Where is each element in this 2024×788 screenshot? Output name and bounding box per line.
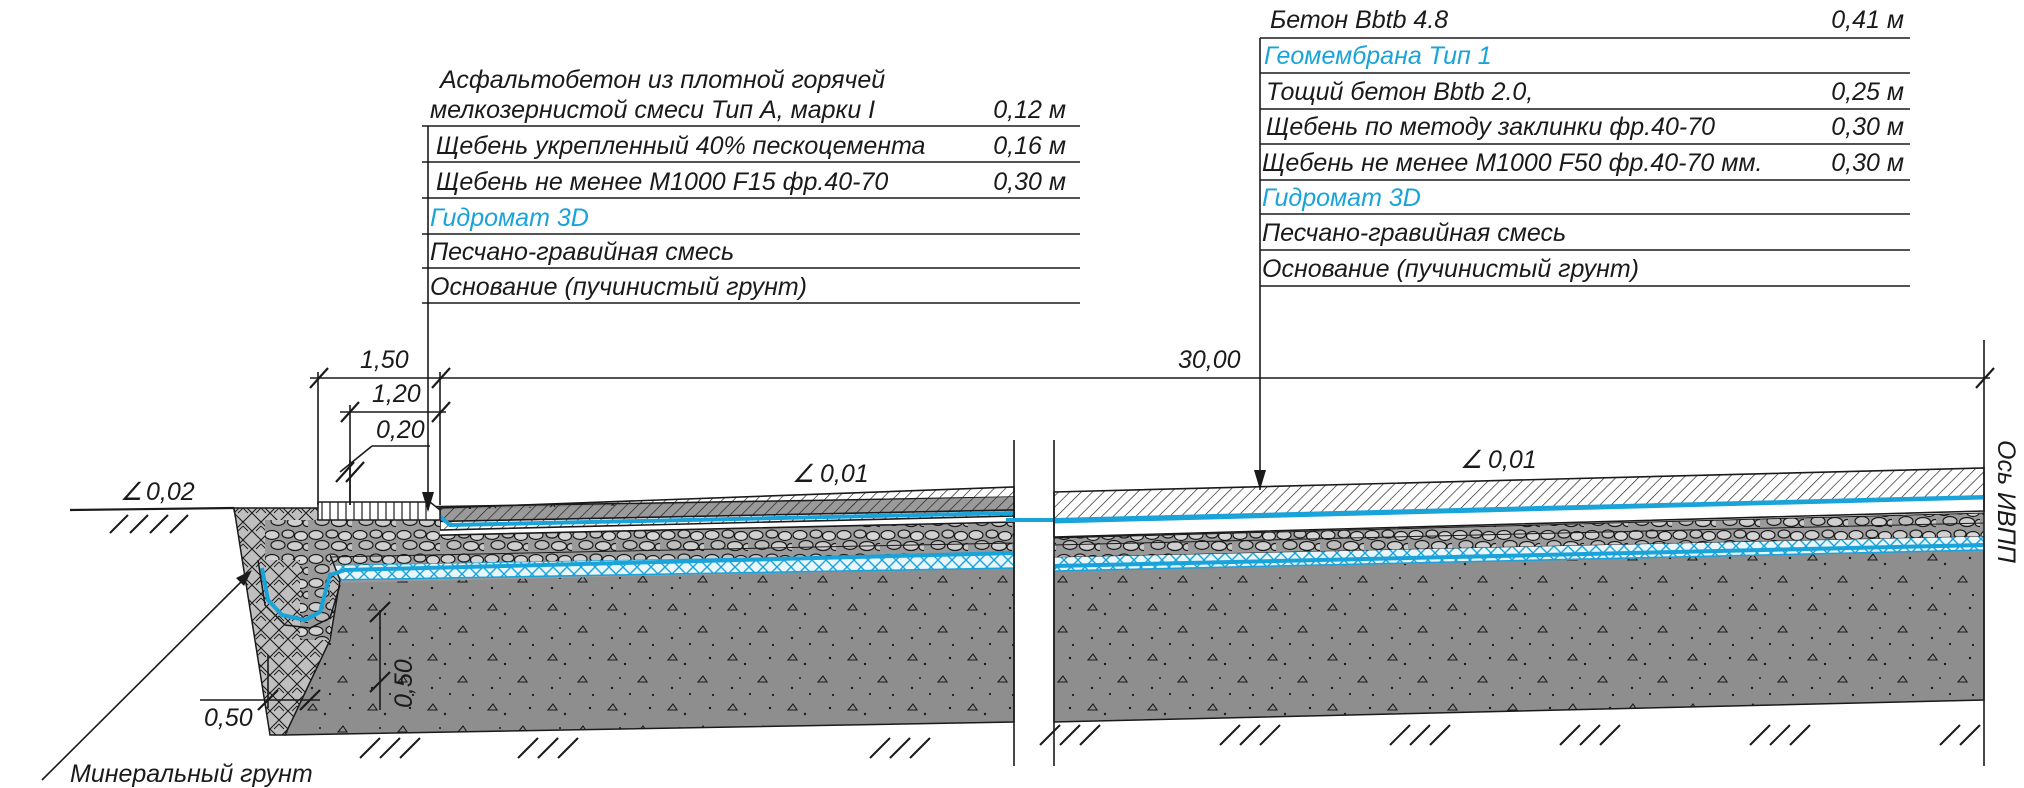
left-shoulder-stone xyxy=(265,520,440,640)
ground-ticks-left-bottom xyxy=(359,737,931,759)
left-pavement-section xyxy=(69,440,1015,766)
right-layer-6-name: Гидромат 3D xyxy=(1262,184,1421,212)
left-curb xyxy=(317,501,441,521)
right-geomembrane-top xyxy=(1053,496,1985,524)
left-ditch-gidromat xyxy=(260,551,1015,623)
dim-label-30-00: 30,00 xyxy=(1178,346,1241,374)
right-layer-1-thickness: 0,41 м xyxy=(1831,6,1904,34)
dim-label-0-50-v: 0,50 xyxy=(390,659,418,708)
right-layer-1-name: Бетон Bbtb 4.8 xyxy=(1270,6,1448,34)
dim-label-0-20: 0,20 xyxy=(376,416,425,444)
dim-tick-10 xyxy=(369,601,391,623)
dimension-lines: 1,50 30,00 1,20 0,20 0,50 0,50 xyxy=(200,346,1995,732)
right-layer-3-name: Тощий бетон Bbtb 2.0, xyxy=(1266,78,1533,106)
dim-tick-1 xyxy=(309,367,329,389)
dim-tick-8 xyxy=(257,689,279,711)
left-ditch-outline xyxy=(257,559,341,629)
slope-value-3: 0,01 xyxy=(1488,446,1537,474)
left-layer-4-name: Гидромат 3D xyxy=(430,204,589,232)
left-ground-line xyxy=(69,506,235,512)
axis-label: Ось ИВПП xyxy=(1992,440,2020,564)
dim-tick-7 xyxy=(345,461,365,483)
slope-value-2: 0,01 xyxy=(820,460,869,488)
left-layer-5-name: Песчано-гравийная смесь xyxy=(430,238,734,266)
right-base-soil xyxy=(1053,547,1985,723)
left-layer-3-thickness: 0,30 м xyxy=(993,168,1066,196)
right-layer-5-thickness: 0,30 м xyxy=(1831,149,1904,177)
left-layer-table: Асфальтобетон из плотной горячей мелкозе… xyxy=(422,66,1080,512)
dim-tick-3 xyxy=(1975,367,1995,389)
right-layer-8-name: Основание (пучинистый грунт) xyxy=(1262,255,1639,283)
left-layer-2-name: Щебень укрепленный 40% пескоцемента xyxy=(436,132,926,160)
annotation-labels: Ось ИВПП Минеральный грунт xyxy=(41,440,2020,788)
slope-symbol-3: ∠ xyxy=(1460,446,1482,474)
ground-ticks-left-top xyxy=(109,514,189,534)
left-curb-ticks xyxy=(321,502,427,520)
right-layer-7-name: Песчано-гравийная смесь xyxy=(1262,219,1566,247)
slope-symbol-1: ∠ xyxy=(120,478,142,506)
mineral-label: Минеральный грунт xyxy=(70,760,313,788)
ground-ticks-right-bottom xyxy=(1039,724,1981,746)
slope-symbol-2: ∠ xyxy=(792,460,814,488)
left-layer-1-thickness: 0,12 м xyxy=(993,96,1066,124)
left-asphalt-blue-edge xyxy=(436,511,1015,528)
right-pavement-section xyxy=(1006,340,1985,766)
left-layer-2-thickness: 0,16 м xyxy=(993,132,1066,160)
right-layer-5-name: Щебень не менее М1000 F50 фр.40-70 мм. xyxy=(1262,149,1763,177)
slope-value-1: 0,02 xyxy=(146,478,195,506)
right-geomembrane-lower xyxy=(1053,543,1985,568)
left-layer-1-name-a: Асфальтобетон из плотной горячей xyxy=(438,66,885,94)
mineral-leader-arrow xyxy=(236,570,252,586)
dim-label-1-20: 1,20 xyxy=(372,380,421,408)
left-layer-1-name-b: мелкозернистой смеси Тип А, марки I xyxy=(430,96,875,124)
left-layer-6-name: Основание (пучинистый грунт) xyxy=(430,273,807,301)
left-leader-arrow xyxy=(422,492,434,512)
mineral-leader xyxy=(41,574,249,781)
dim-tick-5 xyxy=(431,401,451,423)
right-layer-2-name: Геомембрана Тип 1 xyxy=(1264,42,1492,70)
dim-tick-2 xyxy=(431,367,451,389)
dim-tick-4 xyxy=(340,401,360,423)
dim-label-1-50: 1,50 xyxy=(360,346,409,374)
dim-line-0-20 xyxy=(339,445,373,473)
right-leader-arrow xyxy=(1254,470,1266,490)
dim-tick-6 xyxy=(335,461,355,483)
right-layer-table: Бетон Bbtb 4.8 0,41 м Геомембрана Тип 1 … xyxy=(1254,6,1910,490)
slope-labels: ∠ 0,02 ∠ 0,01 ∠ 0,01 xyxy=(120,446,1537,506)
right-layer-4-thickness: 0,30 м xyxy=(1831,113,1904,141)
dim-tick-9 xyxy=(299,689,321,711)
dim-tick-11 xyxy=(369,671,391,693)
right-layer-3-thickness: 0,25 м xyxy=(1831,78,1904,106)
dim-label-0-50-h: 0,50 xyxy=(204,704,253,732)
left-layer-3-name: Щебень не менее М1000 F15 фр.40-70 xyxy=(436,168,888,196)
right-layer-4-name: Щебень по методу заклинки фр.40-70 xyxy=(1266,113,1715,141)
